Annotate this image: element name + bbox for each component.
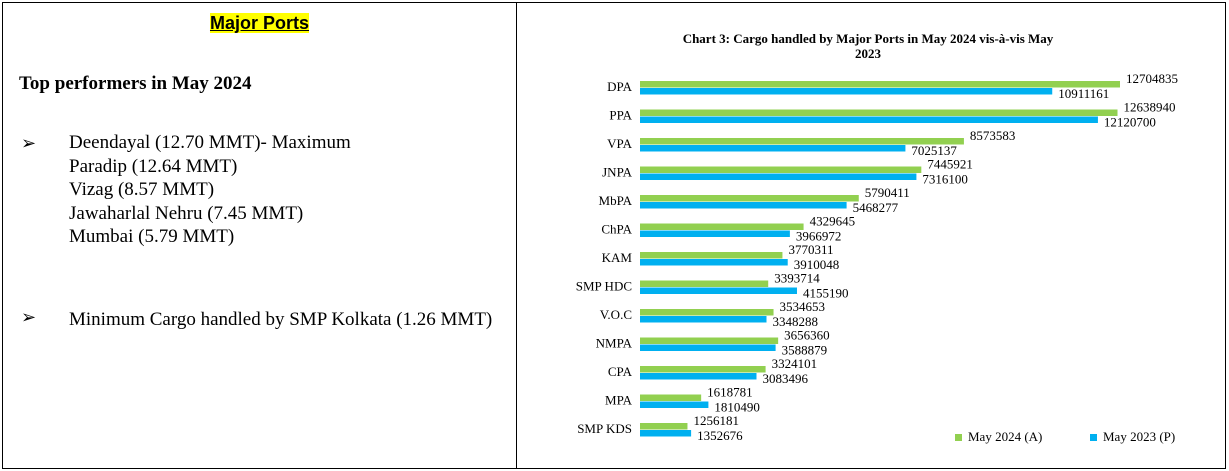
bar bbox=[640, 145, 906, 152]
category-label: NMPA bbox=[596, 335, 633, 350]
bar bbox=[640, 423, 688, 430]
category-label: VPA bbox=[607, 136, 632, 151]
legend-swatch bbox=[1090, 434, 1097, 441]
value-label: 12120700 bbox=[1104, 114, 1156, 129]
bar bbox=[640, 430, 692, 437]
bar bbox=[640, 366, 766, 373]
bar bbox=[640, 252, 783, 259]
value-label: 3588879 bbox=[782, 342, 828, 357]
bullet-line: Paradip (12.64 MMT) bbox=[69, 155, 238, 177]
category-label: MPA bbox=[605, 392, 633, 407]
legend-label: May 2023 (P) bbox=[1103, 429, 1175, 444]
bar bbox=[640, 109, 1118, 116]
heading: Major Ports bbox=[3, 13, 516, 34]
bar bbox=[640, 309, 774, 316]
category-label: ChPA bbox=[601, 221, 632, 236]
value-label: 5790411 bbox=[865, 185, 910, 200]
value-label: 3910048 bbox=[794, 257, 840, 272]
value-label: 3656360 bbox=[784, 327, 830, 342]
value-label: 4155190 bbox=[803, 285, 849, 300]
heading-text: Major Ports bbox=[209, 13, 310, 33]
category-label: DPA bbox=[607, 79, 632, 94]
category-label: SMP KDS bbox=[577, 421, 632, 436]
bar bbox=[640, 373, 757, 380]
bar bbox=[640, 316, 767, 323]
bullet-line: Vizag (8.57 MMT) bbox=[69, 179, 215, 200]
chart-title: Chart 3: Cargo handled by Major Ports in… bbox=[683, 31, 1054, 61]
value-label: 12638940 bbox=[1124, 99, 1176, 114]
value-label: 5468277 bbox=[853, 200, 899, 215]
category-label: JNPA bbox=[602, 164, 632, 179]
value-label: 8573583 bbox=[970, 128, 1016, 143]
value-label: 1256181 bbox=[693, 413, 739, 428]
value-label: 1810490 bbox=[714, 399, 760, 414]
value-label: 3770311 bbox=[788, 242, 833, 257]
category-label: KAM bbox=[602, 250, 633, 265]
bullet-icon: ➢ bbox=[21, 307, 37, 327]
category-label: V.O.C bbox=[600, 307, 632, 322]
bar bbox=[640, 344, 776, 351]
value-label: 4329645 bbox=[810, 213, 856, 228]
value-label: 10911161 bbox=[1058, 86, 1109, 101]
category-label: SMP HDC bbox=[576, 278, 632, 293]
bullet-line: Mumbai (5.79 MMT) bbox=[69, 226, 235, 247]
value-label: 7316100 bbox=[922, 171, 968, 186]
bullet-line: Deendayal (12.70 MMT)- Maximum bbox=[69, 132, 351, 153]
bar bbox=[640, 138, 964, 145]
value-label: 3393714 bbox=[774, 270, 820, 285]
bar bbox=[640, 88, 1053, 95]
value-label: 7445921 bbox=[927, 156, 973, 171]
value-label: 3966972 bbox=[796, 228, 842, 243]
category-label: CPA bbox=[608, 364, 633, 379]
legend-label: May 2024 (A) bbox=[968, 429, 1042, 444]
bar bbox=[640, 337, 779, 344]
category-label: PPA bbox=[609, 107, 632, 122]
bullet-icon: ➢ bbox=[21, 133, 37, 153]
value-label: 1618781 bbox=[707, 384, 753, 399]
bar bbox=[640, 259, 788, 266]
divider bbox=[516, 3, 517, 468]
bullet-line: Jawaharlal Nehru (7.45 MMT) bbox=[69, 202, 304, 224]
bar bbox=[640, 166, 922, 173]
value-label: 3083496 bbox=[762, 371, 808, 386]
bar bbox=[640, 173, 917, 180]
value-label: 12704835 bbox=[1126, 71, 1178, 86]
bar bbox=[640, 195, 859, 202]
bar bbox=[640, 116, 1098, 123]
subheading: Top performers in May 2024 bbox=[19, 73, 252, 94]
bar bbox=[640, 202, 847, 209]
bar bbox=[640, 280, 769, 287]
bar bbox=[640, 230, 790, 237]
value-label: 3324101 bbox=[772, 356, 818, 371]
value-label: 7025137 bbox=[911, 143, 957, 158]
legend-swatch bbox=[955, 434, 962, 441]
bullet-line: Minimum Cargo handled by SMP Kolkata (1.… bbox=[69, 309, 493, 330]
value-label: 3348288 bbox=[773, 314, 819, 329]
value-label: 1352676 bbox=[697, 428, 743, 443]
value-label: 3534653 bbox=[780, 299, 826, 314]
bar bbox=[640, 223, 804, 230]
bar bbox=[640, 394, 702, 401]
bar bbox=[640, 81, 1120, 88]
category-label: MbPA bbox=[599, 193, 633, 208]
bar bbox=[640, 401, 709, 408]
bar bbox=[640, 287, 797, 294]
